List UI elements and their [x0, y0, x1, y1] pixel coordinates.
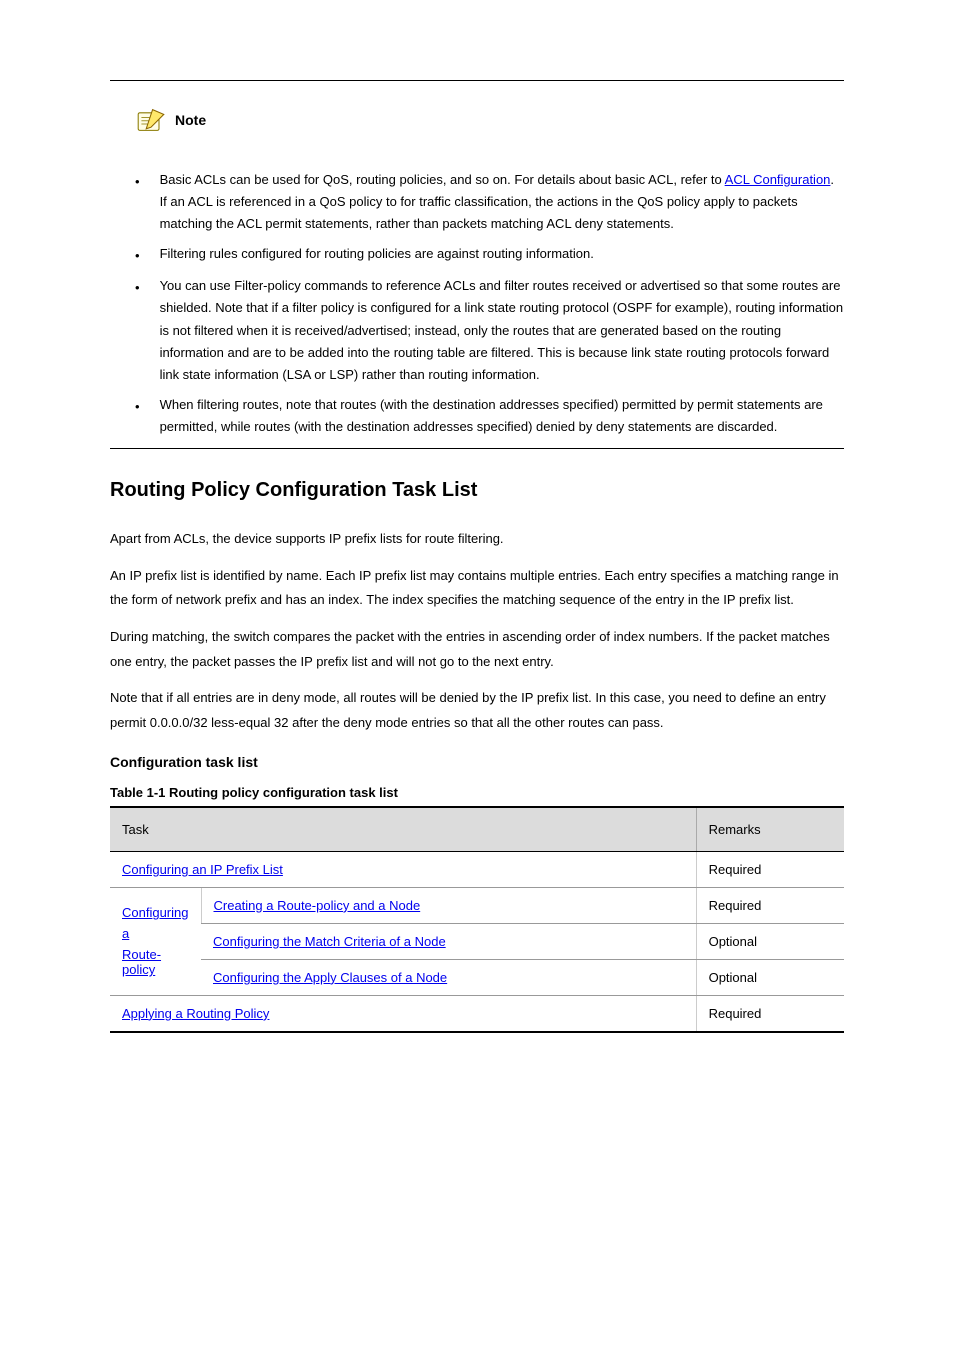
acl-config-link[interactable]: ACL Configuration	[725, 172, 831, 187]
remarks-cell: Required	[696, 851, 844, 887]
bullet-text: Basic ACLs can be used for QoS, routing …	[160, 172, 725, 187]
table-caption: Table 1-1 Routing policy configuration t…	[110, 785, 844, 800]
bullet-text: You can use Filter-policy commands to re…	[160, 275, 844, 385]
body-paragraph: During matching, the switch compares the…	[110, 625, 844, 674]
note-bullet-list: Basic ACLs can be used for QoS, routing …	[135, 169, 844, 438]
bullet-text: .	[830, 172, 834, 187]
body-paragraph: Apart from ACLs, the device supports IP …	[110, 527, 844, 552]
table-row: Configuring the Match Criteria of a Node…	[110, 923, 844, 959]
column-header-remarks: Remarks	[696, 807, 844, 852]
task-link-apply-clauses[interactable]: Configuring the Apply Clauses of a Node	[213, 970, 447, 985]
remarks-cell: Optional	[696, 923, 844, 959]
table-row: Configuring an IP Prefix List Required	[110, 851, 844, 887]
bullet-text: Filtering rules configured for routing p…	[160, 243, 844, 265]
table-row: Configuring a Route-policy Creating a Ro…	[110, 887, 844, 923]
bullet-item: You can use Filter-policy commands to re…	[135, 275, 844, 385]
section-title: Routing Policy Configuration Task List	[110, 479, 844, 502]
note-label: Note	[175, 112, 206, 128]
body-paragraph: An IP prefix list is identified by name.…	[110, 564, 844, 613]
task-link-applying[interactable]: Applying a Routing Policy	[122, 1006, 269, 1021]
task-link-create-node[interactable]: Creating a Route-policy and a Node	[214, 898, 421, 913]
task-link-match-criteria[interactable]: Configuring the Match Criteria of a Node	[213, 934, 446, 949]
column-header-task: Task	[110, 807, 696, 852]
table-row: Applying a Routing Policy Required	[110, 995, 844, 1032]
horizontal-rule-bottom	[110, 448, 844, 449]
task-link-a[interactable]: a	[122, 926, 189, 941]
table-row: Configuring the Apply Clauses of a Node …	[110, 959, 844, 995]
bullet-item: When filtering routes, note that routes …	[135, 394, 844, 438]
bullet-text: When filtering routes, note that routes …	[160, 394, 844, 438]
remarks-cell: Optional	[696, 959, 844, 995]
task-list-heading: Configuration task list	[110, 754, 844, 770]
bullet-text: If an ACL is referenced in a QoS policy …	[160, 194, 798, 231]
table-header-row: Task Remarks	[110, 807, 844, 852]
note-header: Note	[135, 106, 844, 134]
note-icon	[135, 106, 167, 134]
bullet-item: Basic ACLs can be used for QoS, routing …	[135, 169, 844, 235]
task-link-configuring[interactable]: Configuring	[122, 905, 189, 920]
task-link-ip-prefix[interactable]: Configuring an IP Prefix List	[122, 862, 283, 877]
task-link-route-policy[interactable]: Route-policy	[122, 947, 189, 977]
body-paragraph: Note that if all entries are in deny mod…	[110, 686, 844, 735]
task-table: Task Remarks Configuring an IP Prefix Li…	[110, 806, 844, 1033]
horizontal-rule-top	[110, 80, 844, 81]
remarks-cell: Required	[696, 887, 844, 923]
bullet-item: Filtering rules configured for routing p…	[135, 243, 844, 267]
remarks-cell: Required	[696, 995, 844, 1032]
